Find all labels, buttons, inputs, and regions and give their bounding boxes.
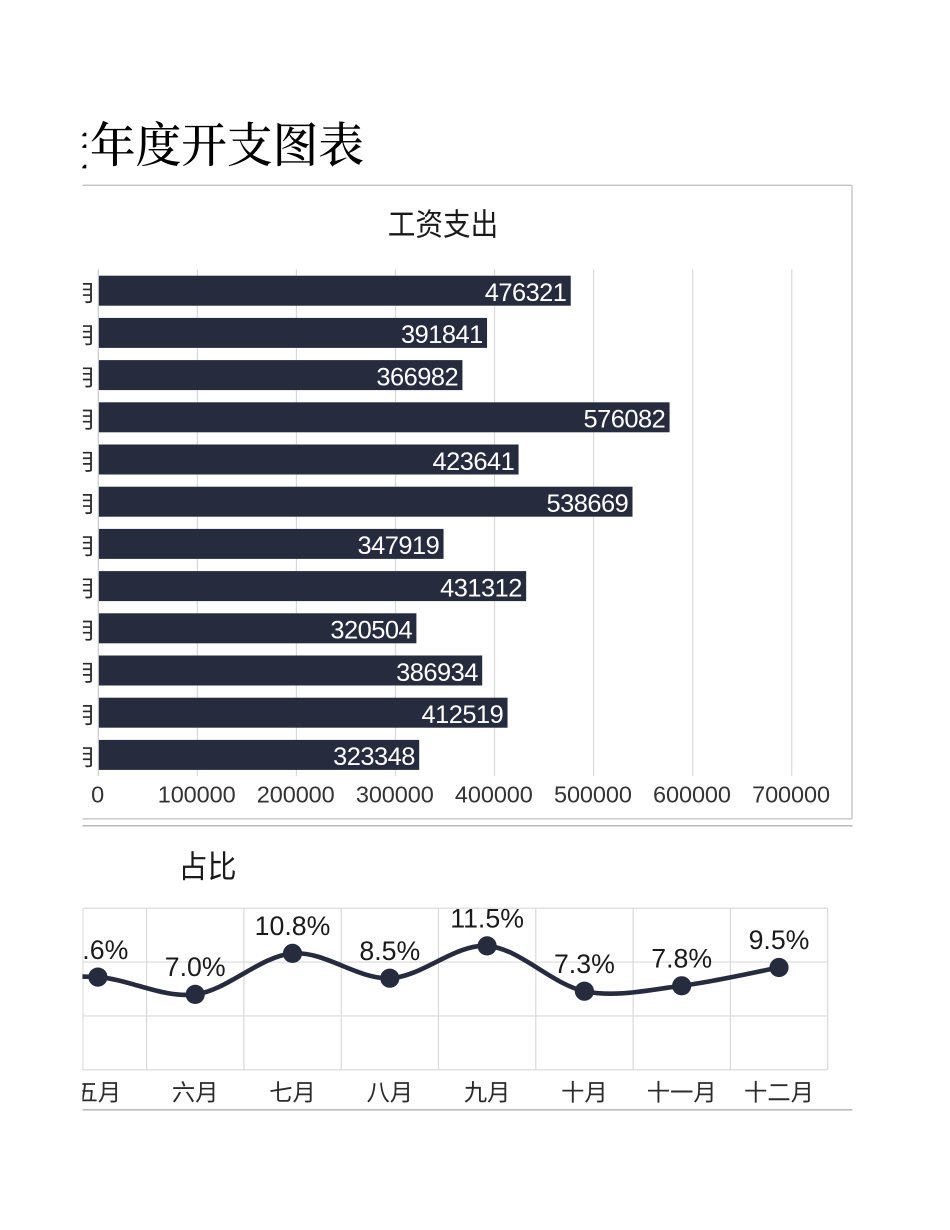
svg-text:9.5%: 9.5% xyxy=(749,925,810,955)
svg-text:423641: 423641 xyxy=(433,448,515,476)
svg-text:8.6%: 8.6% xyxy=(67,935,128,965)
svg-text:366982: 366982 xyxy=(376,363,458,391)
svg-text:391841: 391841 xyxy=(401,321,483,349)
svg-text:8.5%: 8.5% xyxy=(359,936,420,966)
svg-text:100000: 100000 xyxy=(158,782,236,808)
svg-text:412519: 412519 xyxy=(422,701,504,729)
svg-text:400000: 400000 xyxy=(455,782,533,808)
svg-text:7.8%: 7.8% xyxy=(651,943,712,973)
svg-text:300000: 300000 xyxy=(356,782,434,808)
svg-text:10.8%: 10.8% xyxy=(255,911,331,941)
svg-text:347919: 347919 xyxy=(358,532,440,560)
svg-text:323348: 323348 xyxy=(333,743,415,771)
svg-text:7.0%: 7.0% xyxy=(165,952,226,982)
svg-text:386934: 386934 xyxy=(396,659,478,687)
svg-text:431312: 431312 xyxy=(440,574,522,602)
svg-text:200000: 200000 xyxy=(257,782,335,808)
svg-text:7.3%: 7.3% xyxy=(554,949,615,979)
svg-text:700000: 700000 xyxy=(752,782,830,808)
svg-text:576082: 576082 xyxy=(584,406,666,434)
svg-text:600000: 600000 xyxy=(653,782,731,808)
svg-text:0: 0 xyxy=(91,782,104,808)
svg-text:320504: 320504 xyxy=(330,617,412,645)
svg-text:476321: 476321 xyxy=(485,279,567,307)
svg-text:538669: 538669 xyxy=(546,490,628,518)
svg-text:11.5%: 11.5% xyxy=(450,904,524,934)
svg-text:500000: 500000 xyxy=(554,782,632,808)
